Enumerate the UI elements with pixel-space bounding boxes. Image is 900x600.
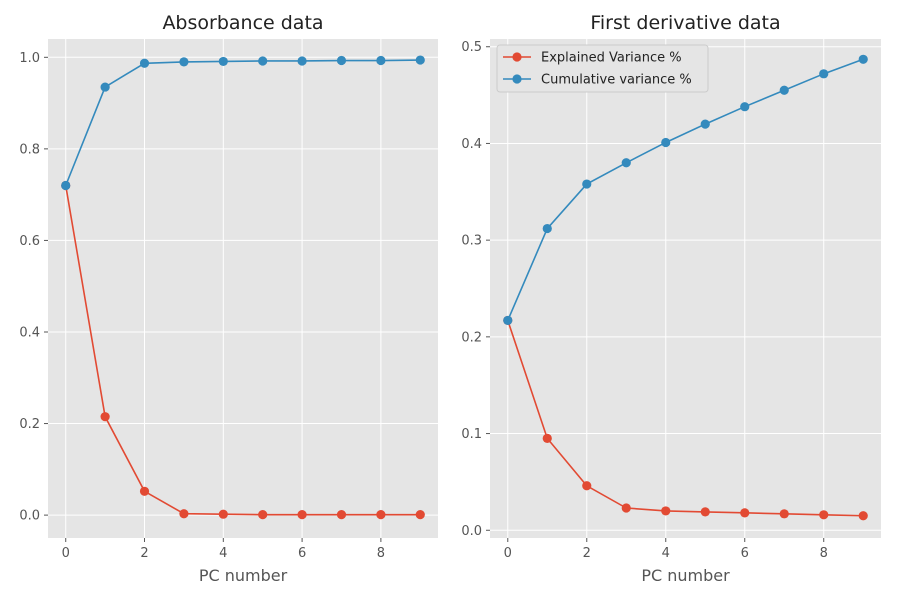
data-point-explained (779, 509, 789, 519)
x-tick-label: 8 (820, 546, 828, 561)
data-point-cumulative (415, 55, 425, 65)
x-tick-label: 2 (583, 546, 591, 561)
y-tick-label: 0.5 (461, 40, 482, 55)
y-tick-label: 0.1 (461, 427, 482, 442)
data-point-cumulative (179, 57, 189, 67)
data-point-explained (336, 510, 347, 520)
y-tick-label: 0.2 (19, 417, 40, 432)
data-point-cumulative (819, 69, 829, 79)
y-tick-label: 0.8 (19, 142, 40, 157)
data-point-cumulative (61, 180, 71, 191)
data-point-explained (582, 481, 592, 491)
chart-title: First derivative data (590, 12, 780, 34)
x-tick-label: 2 (140, 546, 148, 561)
x-axis-label: PC number (641, 566, 730, 585)
series-line-explained (507, 320, 864, 517)
data-point-cumulative (100, 82, 110, 92)
data-point-cumulative (139, 58, 150, 68)
data-point-explained (297, 510, 307, 520)
x-tick-label: 8 (377, 546, 385, 561)
data-point-explained (740, 508, 750, 518)
series-line-cumulative (507, 58, 864, 321)
legend: Explained Variance % Cumulative variance … (496, 44, 709, 93)
data-point-cumulative (779, 85, 789, 95)
data-point-explained (179, 509, 189, 519)
y-tick-label: 0.3 (461, 234, 482, 249)
data-point-cumulative (218, 56, 228, 67)
data-point-explained (700, 507, 710, 517)
data-point-cumulative (336, 55, 347, 66)
data-point-explained (621, 503, 631, 513)
plot-area (48, 39, 438, 538)
x-tick-label: 4 (662, 546, 670, 561)
data-point-explained (542, 433, 552, 443)
data-point-cumulative (503, 315, 513, 326)
data-point-cumulative (582, 179, 592, 189)
y-tick-label: 0.4 (19, 325, 40, 340)
right-chart-panel: 0 2 4 6 8 0.0 0.1 0.2 0.3 0.4 0.5 First derivative … (461, 12, 881, 585)
data-point-explained (139, 486, 150, 496)
data-point-cumulative (858, 54, 868, 64)
y-tick-label: 0.2 (461, 330, 482, 345)
legend-marker-cumulative (512, 74, 522, 84)
y-tick-label: 0.0 (19, 509, 40, 524)
x-tick-label: 0 (62, 546, 70, 561)
chart-title: Absorbance data (162, 12, 323, 34)
data-point-explained (661, 506, 671, 516)
data-point-cumulative (297, 56, 307, 66)
data-point-explained (100, 412, 110, 422)
data-point-cumulative (376, 55, 386, 66)
data-point-explained (415, 510, 425, 520)
data-point-cumulative (740, 102, 750, 112)
data-point-explained (376, 510, 386, 520)
plot-area (490, 39, 881, 538)
y-tick-label: 0.4 (461, 137, 482, 152)
data-point-cumulative (700, 119, 710, 129)
y-tick-label: 0.0 (461, 524, 482, 539)
x-tick-label: 6 (741, 546, 749, 561)
legend-marker-explained (512, 52, 522, 62)
data-point-explained (218, 509, 228, 519)
data-point-cumulative (621, 158, 631, 168)
data-point-cumulative (258, 56, 268, 66)
data-point-explained (819, 510, 829, 520)
series-line-explained (64, 185, 421, 516)
legend-label-cumulative: Cumulative variance % (541, 73, 692, 88)
series-line-cumulative (64, 59, 421, 186)
data-point-explained (858, 511, 868, 521)
y-tick-label: 1.0 (19, 51, 40, 66)
data-point-cumulative (542, 223, 552, 234)
x-axis-label: PC number (199, 566, 288, 585)
x-tick-label: 4 (219, 546, 227, 561)
x-tick-label: 0 (504, 546, 512, 561)
x-tick-label: 6 (298, 546, 306, 561)
data-point-cumulative (661, 137, 671, 148)
left-chart-panel: 0 2 4 6 8 0.0 0.2 0.4 0.6 0.8 1.0 Absorbance data PC… (19, 12, 438, 585)
legend-frame (496, 44, 709, 93)
legend-label-explained: Explained Variance % (541, 51, 682, 66)
data-point-explained (258, 510, 268, 520)
y-tick-label: 0.6 (19, 234, 40, 249)
